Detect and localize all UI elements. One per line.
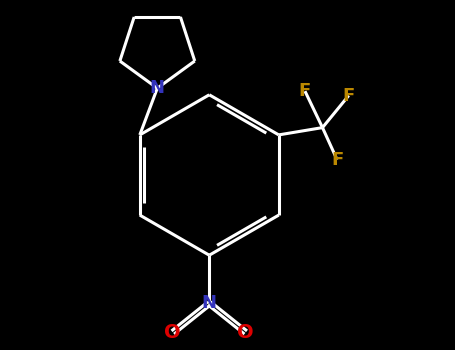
Text: F: F	[299, 82, 311, 100]
Text: O: O	[165, 323, 181, 342]
Text: N: N	[150, 79, 165, 97]
Text: F: F	[343, 86, 355, 105]
Text: O: O	[238, 323, 254, 342]
Text: N: N	[202, 294, 217, 312]
Text: F: F	[331, 151, 343, 169]
